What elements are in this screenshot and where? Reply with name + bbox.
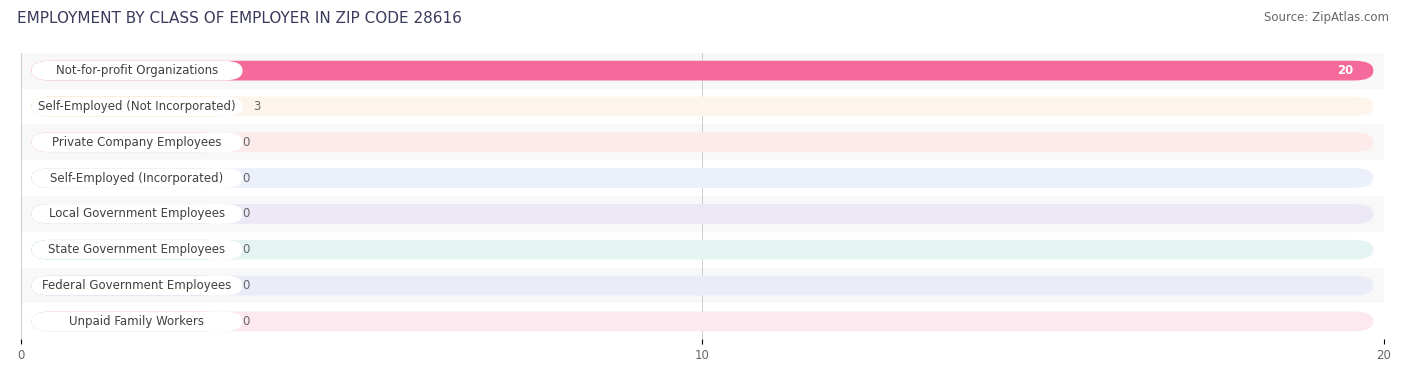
FancyBboxPatch shape — [31, 61, 243, 80]
FancyBboxPatch shape — [31, 168, 1374, 188]
Text: 0: 0 — [243, 207, 250, 221]
FancyBboxPatch shape — [21, 89, 1384, 124]
Text: Private Company Employees: Private Company Employees — [52, 136, 222, 149]
Text: 3: 3 — [253, 100, 260, 113]
FancyBboxPatch shape — [21, 303, 1384, 339]
Text: 0: 0 — [243, 279, 250, 292]
Text: 0: 0 — [243, 136, 250, 149]
Text: Not-for-profit Organizations: Not-for-profit Organizations — [56, 64, 218, 77]
Text: Unpaid Family Workers: Unpaid Family Workers — [69, 315, 204, 328]
Text: Local Government Employees: Local Government Employees — [49, 207, 225, 221]
Text: EMPLOYMENT BY CLASS OF EMPLOYER IN ZIP CODE 28616: EMPLOYMENT BY CLASS OF EMPLOYER IN ZIP C… — [17, 11, 461, 26]
Text: Self-Employed (Not Incorporated): Self-Employed (Not Incorporated) — [38, 100, 236, 113]
FancyBboxPatch shape — [21, 160, 1384, 196]
FancyBboxPatch shape — [31, 276, 222, 296]
FancyBboxPatch shape — [31, 311, 222, 331]
FancyBboxPatch shape — [31, 311, 243, 331]
FancyBboxPatch shape — [31, 168, 222, 188]
FancyBboxPatch shape — [31, 204, 1374, 224]
Text: Self-Employed (Incorporated): Self-Employed (Incorporated) — [51, 172, 224, 185]
FancyBboxPatch shape — [21, 268, 1384, 303]
FancyBboxPatch shape — [31, 240, 222, 260]
FancyBboxPatch shape — [31, 168, 243, 188]
Text: Source: ZipAtlas.com: Source: ZipAtlas.com — [1264, 11, 1389, 24]
Text: State Government Employees: State Government Employees — [48, 243, 225, 256]
FancyBboxPatch shape — [31, 61, 1374, 80]
Text: 0: 0 — [243, 315, 250, 328]
FancyBboxPatch shape — [31, 132, 243, 152]
FancyBboxPatch shape — [21, 124, 1384, 160]
Text: Federal Government Employees: Federal Government Employees — [42, 279, 232, 292]
FancyBboxPatch shape — [31, 132, 1374, 152]
FancyBboxPatch shape — [31, 276, 243, 296]
FancyBboxPatch shape — [31, 276, 1374, 296]
Text: 0: 0 — [243, 243, 250, 256]
FancyBboxPatch shape — [21, 53, 1384, 89]
FancyBboxPatch shape — [31, 204, 243, 224]
FancyBboxPatch shape — [31, 61, 1374, 80]
FancyBboxPatch shape — [21, 196, 1384, 232]
FancyBboxPatch shape — [31, 204, 222, 224]
Text: 0: 0 — [243, 172, 250, 185]
FancyBboxPatch shape — [31, 97, 233, 116]
FancyBboxPatch shape — [31, 97, 243, 116]
FancyBboxPatch shape — [31, 97, 1374, 116]
FancyBboxPatch shape — [31, 240, 1374, 260]
Text: 20: 20 — [1337, 64, 1353, 77]
FancyBboxPatch shape — [21, 232, 1384, 268]
FancyBboxPatch shape — [31, 311, 1374, 331]
FancyBboxPatch shape — [31, 132, 222, 152]
FancyBboxPatch shape — [31, 240, 243, 260]
